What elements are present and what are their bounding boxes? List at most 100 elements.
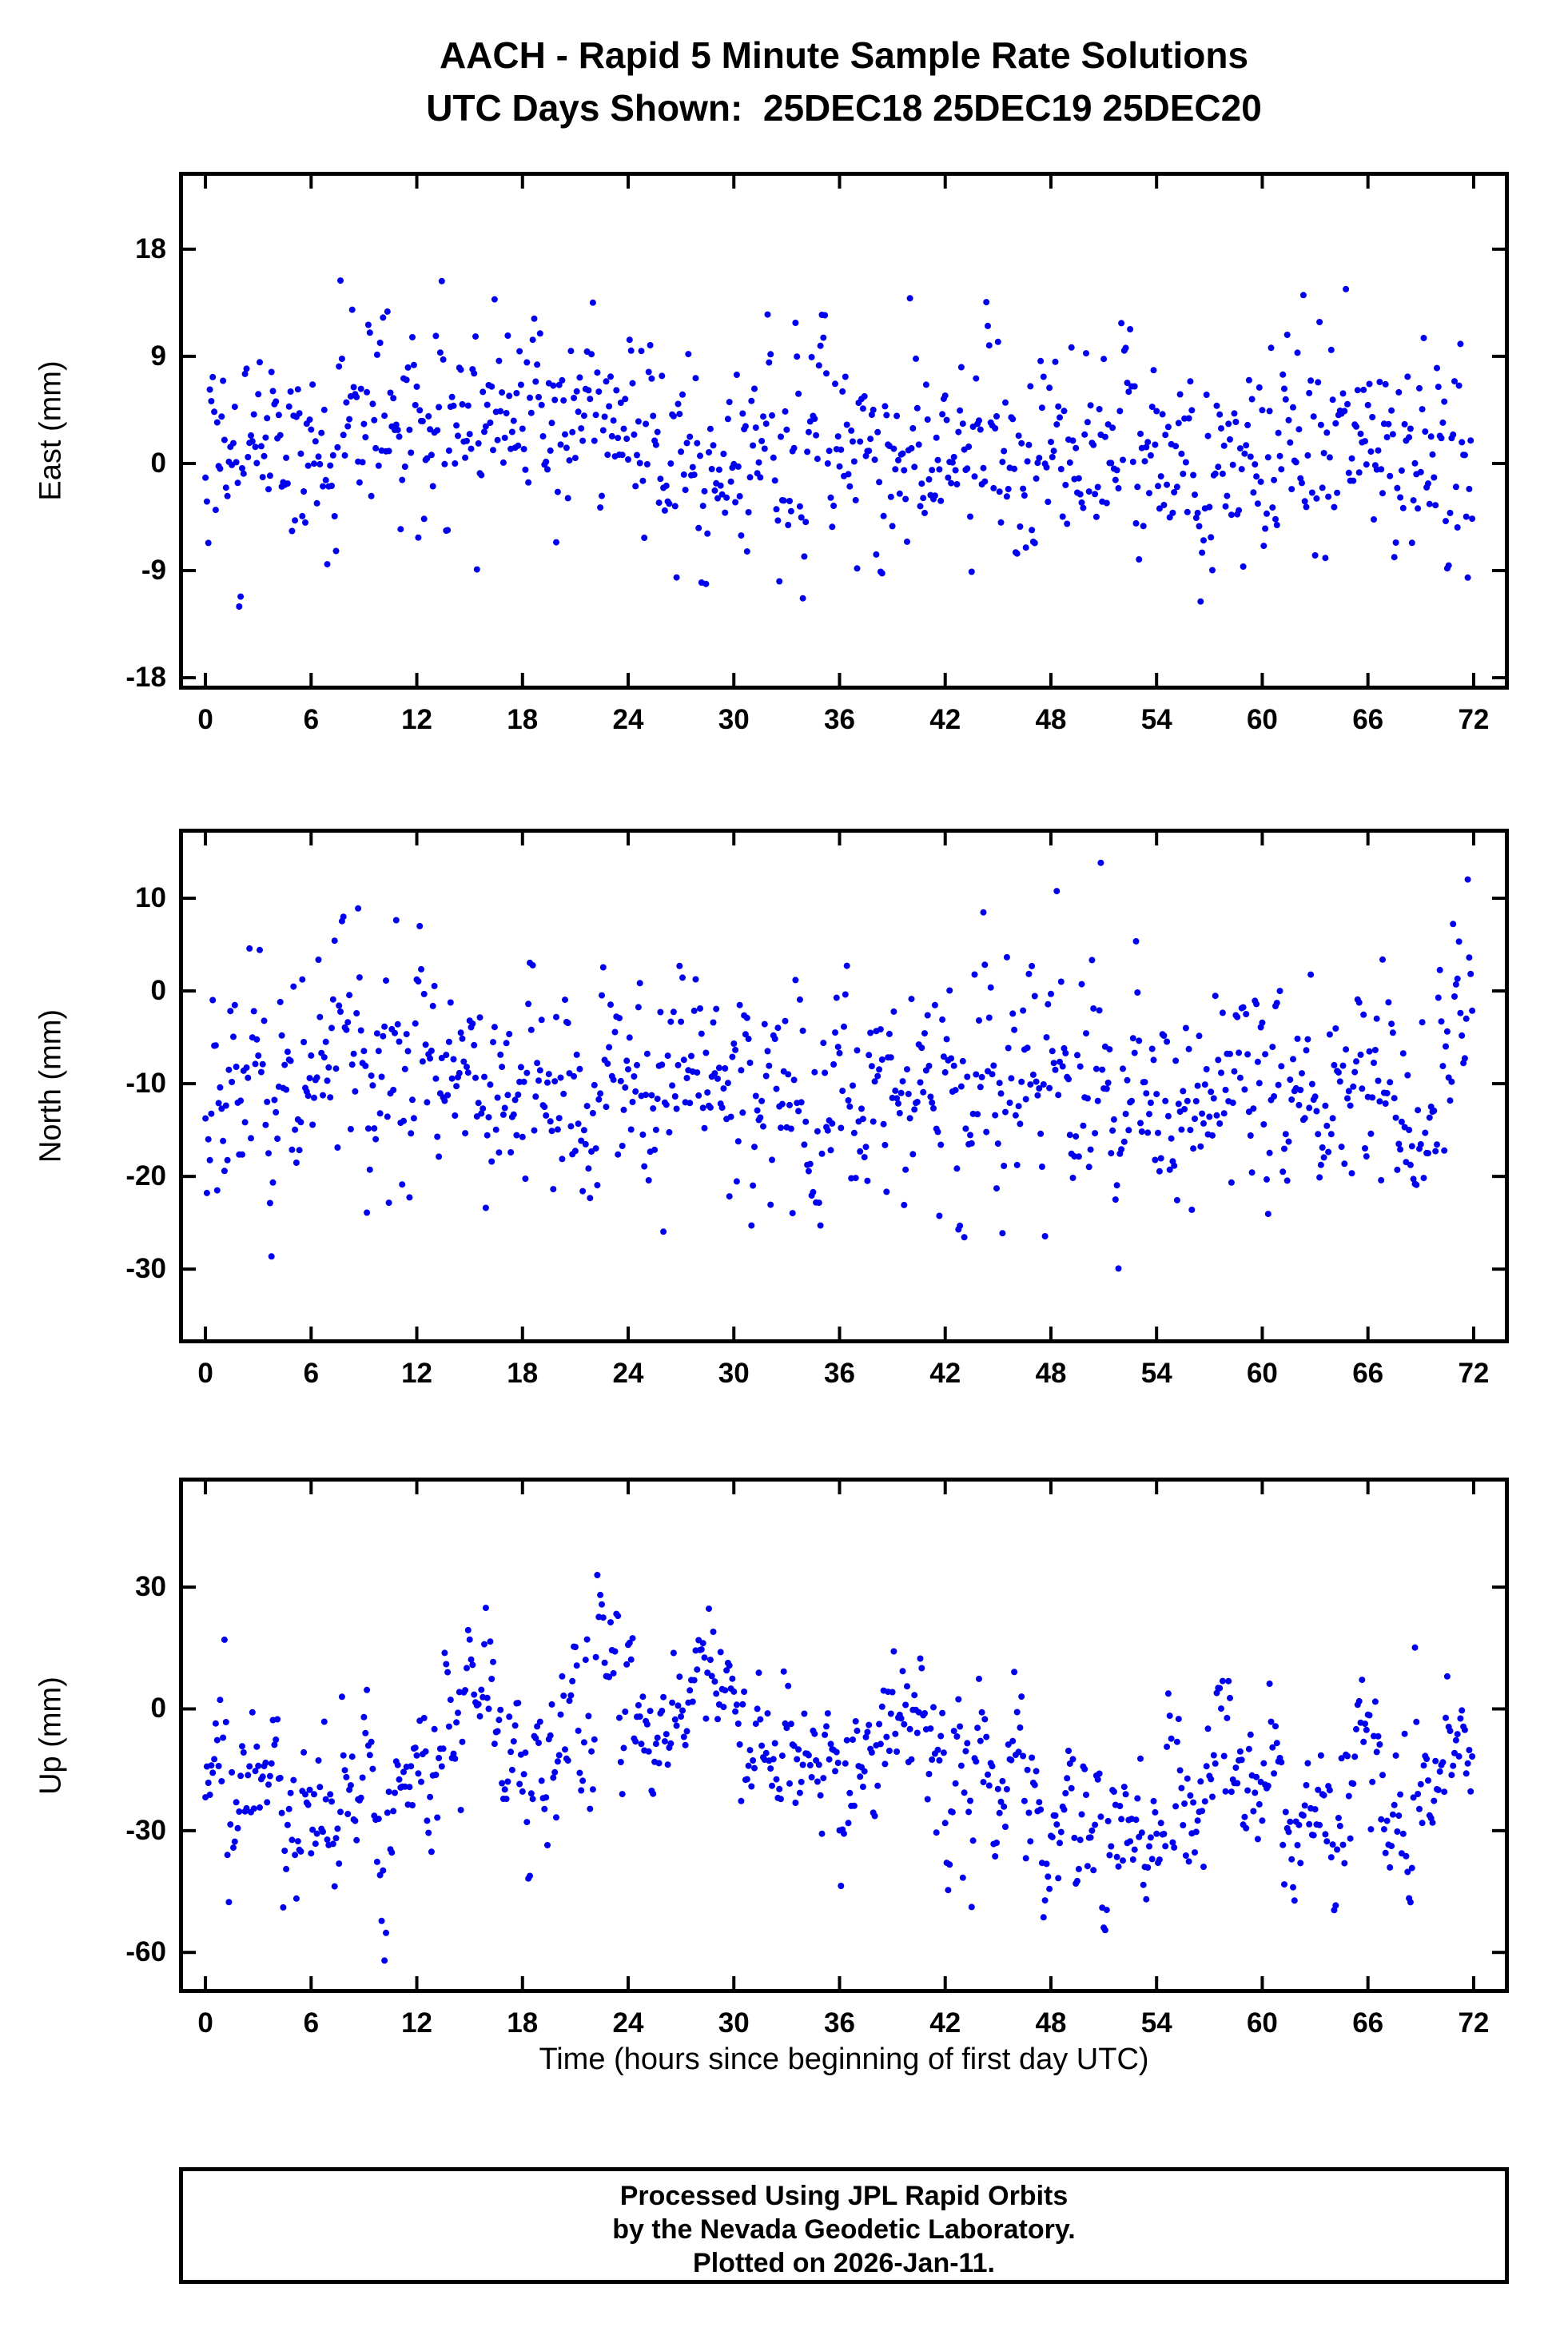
data-point (889, 1689, 896, 1696)
data-point (403, 376, 410, 384)
data-point (1350, 1083, 1357, 1090)
data-point (1236, 1074, 1244, 1081)
data-point (484, 1694, 491, 1701)
data-point (527, 394, 533, 401)
data-point (1375, 1077, 1382, 1084)
data-point (962, 1748, 969, 1755)
data-point (1200, 537, 1207, 544)
data-point (501, 1786, 508, 1793)
data-point (527, 1790, 535, 1797)
data-point (1018, 1078, 1025, 1085)
y-tick-label: -30 (125, 1253, 166, 1285)
data-point (1077, 1063, 1084, 1070)
data-point (766, 359, 773, 366)
data-point (1382, 380, 1389, 388)
data-point (220, 1137, 227, 1144)
footer-box: Processed Using JPL Rapid Orbits by the … (179, 2167, 1509, 2284)
data-point (623, 1661, 631, 1668)
data-point (587, 1805, 594, 1812)
data-point (1323, 1122, 1331, 1129)
data-point (1143, 444, 1150, 451)
data-point (1275, 1081, 1282, 1088)
data-point (1132, 937, 1140, 945)
data-point (1120, 1857, 1126, 1864)
data-point (1283, 1177, 1291, 1184)
data-point (416, 922, 424, 929)
data-point (392, 421, 400, 428)
data-point (480, 388, 487, 396)
data-point (1236, 445, 1244, 452)
data-point (1078, 1811, 1085, 1818)
data-point (1012, 1112, 1019, 1119)
data-point (1219, 470, 1226, 477)
data-point (980, 909, 987, 916)
data-point (1006, 1100, 1013, 1106)
data-point (212, 1720, 219, 1727)
data-point (462, 1687, 469, 1694)
data-point (1088, 1827, 1096, 1834)
data-point (985, 1782, 993, 1789)
data-point (560, 1693, 567, 1699)
data-point (1181, 1106, 1188, 1112)
data-point (373, 1858, 380, 1865)
data-point (710, 1629, 717, 1635)
data-point (1339, 1841, 1347, 1848)
data-point (1363, 461, 1370, 468)
data-point (246, 945, 253, 952)
data-point (890, 1648, 897, 1655)
data-point (1243, 1011, 1250, 1017)
data-point (931, 492, 938, 499)
data-point (883, 1733, 890, 1740)
data-point (504, 332, 511, 339)
data-point (948, 1055, 955, 1062)
data-point (599, 427, 607, 434)
data-point (801, 1141, 808, 1148)
data-point (732, 499, 739, 506)
data-point (499, 1780, 506, 1787)
data-point (538, 401, 545, 408)
data-point (1378, 1816, 1385, 1823)
data-point (1043, 1034, 1050, 1041)
data-point (729, 1053, 736, 1060)
data-point (539, 433, 547, 440)
data-point (481, 1641, 488, 1648)
data-point (1285, 1138, 1292, 1145)
data-point (277, 1774, 284, 1781)
data-point (1313, 495, 1320, 502)
data-point (283, 1865, 290, 1872)
data-point (443, 1052, 450, 1059)
data-point (739, 1109, 746, 1116)
data-point (1360, 1011, 1367, 1018)
data-point (1125, 388, 1132, 396)
data-point (1279, 1841, 1287, 1848)
data-point (799, 1027, 806, 1034)
data-point (711, 487, 718, 494)
data-point (1245, 376, 1252, 384)
data-point (776, 578, 783, 585)
data-point (427, 426, 434, 433)
data-point (292, 1852, 299, 1859)
data-point (616, 1015, 623, 1021)
plot-frame (179, 172, 1509, 690)
data-point (911, 1106, 918, 1113)
data-point (1064, 520, 1071, 527)
data-point (796, 996, 803, 1003)
data-point (289, 527, 296, 535)
data-point (968, 1903, 975, 1911)
data-point (1355, 1697, 1363, 1705)
data-point (874, 428, 882, 436)
data-point (694, 440, 701, 447)
data-point (1147, 1834, 1154, 1841)
data-point (985, 1014, 993, 1021)
data-point (316, 1784, 324, 1791)
data-point (567, 1692, 575, 1699)
data-point (1206, 503, 1213, 511)
data-point (1106, 1852, 1113, 1859)
data-point (1450, 431, 1457, 438)
data-point (464, 1626, 472, 1633)
data-point (626, 1639, 633, 1646)
data-point (527, 1026, 535, 1033)
data-point (669, 1082, 676, 1089)
data-point (1379, 490, 1386, 497)
data-point (1106, 1046, 1113, 1053)
